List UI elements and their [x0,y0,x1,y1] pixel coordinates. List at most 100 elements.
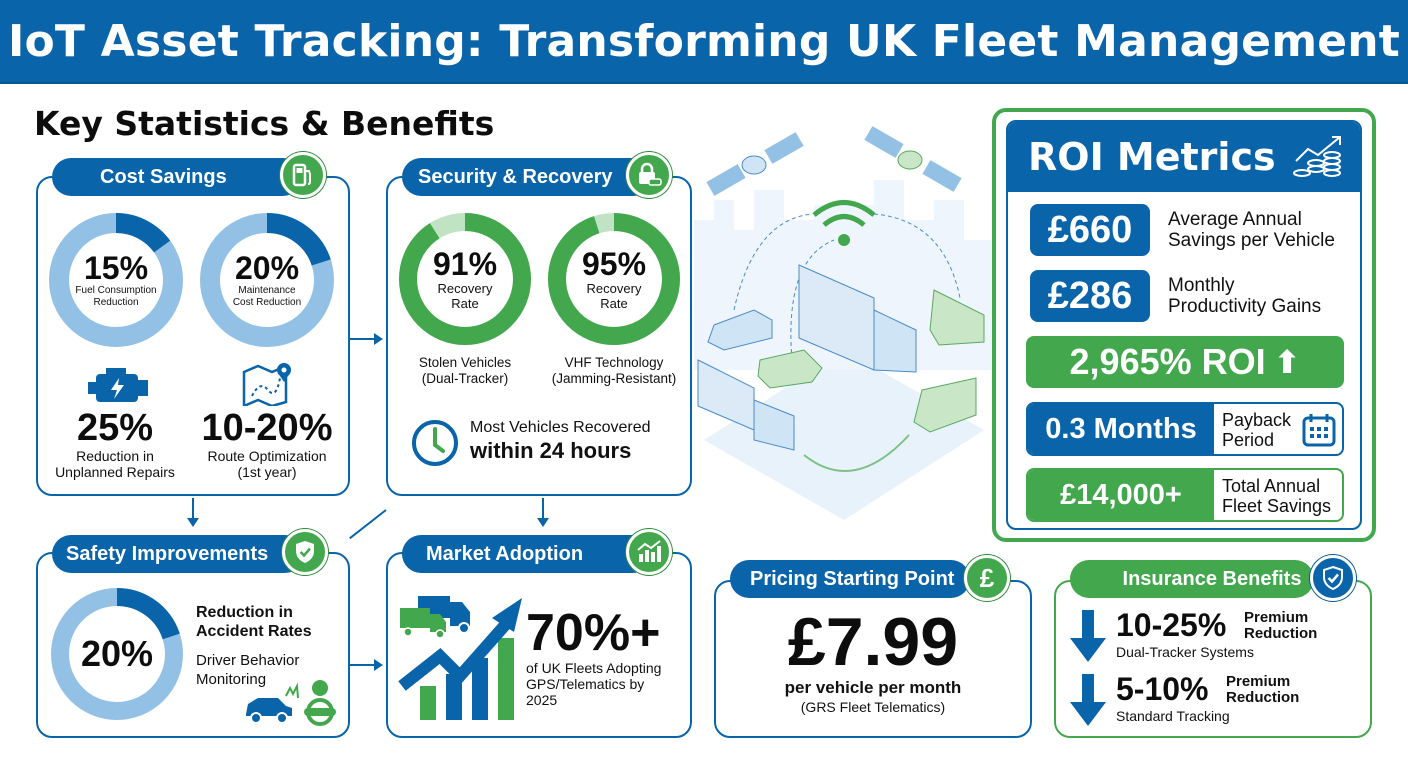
stolen-caption-1: Stolen Vehicles [418,355,512,370]
price-line-1: per vehicle per month [784,678,962,697]
satellite-icon [864,126,962,192]
arrow-up-icon: ⬆ [1273,344,1301,380]
market-desc-3: 2025 [526,692,558,708]
repairs-value: 25% [76,407,154,449]
arrow-down-icon [1070,610,1106,662]
roi-monthly-value: £286 [1030,270,1150,322]
arrow-right-icon [374,659,383,671]
roi-row: £660 Average Annual Savings per Vehicle [1030,204,1338,256]
safety-heading-2: Accident Rates [196,623,312,640]
pricing-card [714,580,1032,738]
stolen-label-2: Rate [451,296,479,311]
satellite-icon [706,132,804,196]
page-title: IoT Asset Tracking: Transforming UK Flee… [7,15,1401,67]
price-line-2: (GRS Fleet Telematics) [800,699,946,715]
shield-check-icon [1310,555,1356,601]
safety-sub-1: Driver Behavior [196,652,300,669]
fleet-savings-value: £14,000+ [1028,470,1214,520]
maintenance-label-2: Cost Reduction [232,297,302,308]
car-crash-icon [244,678,340,726]
security-title: Security & Recovery [418,165,613,188]
stolen-caption: Stolen Vehicles (Dual-Tracker) [398,355,532,387]
calendar-icon [1302,414,1336,447]
roi-title: ROI Metrics [1028,135,1276,179]
route-label-2: (1st year) [237,464,297,480]
clock-icon [410,418,460,468]
pound-icon: £ [964,555,1010,601]
insurance-label-1b: Reduction [1244,625,1318,642]
fleet-illustration [694,110,994,550]
recovery-line-2: within 24 hours [470,438,632,463]
vhf-label-2: Rate [600,296,628,311]
security-pill: Security & Recovery [402,158,652,196]
repairs-label-2: Unplanned Repairs [55,464,175,480]
roi-percentage-value: 2,965% ROI [1069,341,1266,382]
insurance-title: Insurance Benefits [1122,567,1302,590]
pricing-content: £7.99 per vehicle per month (GRS Fleet T… [714,606,1032,716]
insurance-label-2a: Premium [1226,673,1291,690]
map-pin-icon [240,360,296,408]
roi-percentage-banner: 2,965% ROI ⬆ [1026,336,1344,388]
maintenance-donut: 20% Maintenance Cost Reduction [199,212,335,348]
fuel-value: 15% [83,250,149,286]
roi-monthly-label-1: Monthly [1168,275,1235,296]
maintenance-label: Maintenance [238,285,296,296]
fleet-savings-row: £14,000+ Total Annual Fleet Savings [1026,468,1344,522]
pound-glyph: £ [979,562,995,593]
insurance-value-2: 5-10% [1116,671,1209,707]
safety-value: 20% [80,633,154,674]
market-pill: Market Adoption [402,535,652,573]
roi-avg-savings-value: £660 [1030,204,1150,256]
insurance-item: 10-25% Premium Reduction Dual-Tracker Sy… [1068,608,1358,668]
safety-pill: Safety Improvements [52,535,304,573]
connector-line [542,498,544,520]
insurance-item: 5-10% Premium Reduction Standard Trackin… [1068,672,1358,732]
fleet-savings-label-1: Total Annual [1222,476,1321,496]
safety-title: Safety Improvements [66,542,269,565]
cost-savings-pill: Cost Savings [52,158,302,196]
payback-label-2: Period [1222,430,1275,450]
payback-row: 0.3 Months Payback Period [1026,402,1344,456]
repairs-label: Reduction in [76,448,154,464]
connector-line [350,664,378,666]
arrow-down-icon [1070,674,1106,726]
roi-panel: ROI Metrics £660 Average Annual Savings … [1006,120,1362,530]
safety-heading-1: Reduction in [196,604,293,621]
insurance-label-2b: Reduction [1226,689,1300,706]
roi-header: ROI Metrics [1008,122,1360,192]
recovery-line-1: Most Vehicles Recovered [470,419,651,436]
vhf-caption: VHF Technology (Jamming-Resistant) [530,355,698,387]
header-banner: IoT Asset Tracking: Transforming UK Flee… [0,0,1408,84]
insurance-sub-1: Dual-Tracker Systems [1116,644,1254,660]
payback-value: 0.3 Months [1028,404,1214,454]
insurance-label-1a: Premium [1244,609,1309,626]
roi-avg-savings-label-2: Savings per Vehicle [1168,230,1335,251]
market-title: Market Adoption [426,542,584,565]
fuel-label-2: Reduction [93,297,139,308]
repairs-stat: 25% Reduction in Unplanned Repairs [40,408,190,480]
arrow-right-icon [374,333,383,345]
safety-donut: 20% [50,587,184,721]
connector-line [349,509,387,540]
price-value: £7.99 [787,604,959,680]
coins-growth-icon [1292,136,1341,177]
payback-label-1: Payback [1222,410,1292,430]
connector-line [192,498,194,520]
market-desc-1: of UK Fleets Adopting [526,660,662,676]
maintenance-value: 20% [234,250,300,286]
pricing-pill: Pricing Starting Point [730,560,970,598]
route-stat: 10-20% Route Optimization (1st year) [192,408,342,480]
market-desc-2: GPS/Telematics by [526,676,645,692]
market-value: 70%+ [526,604,661,662]
route-value: 10-20% [201,407,333,449]
lock-car-icon [626,152,672,198]
stolen-value: 91% [432,246,498,282]
market-stat: 70%+ of UK Fleets Adopting GPS/Telematic… [526,606,688,708]
route-label: Route Optimization [207,448,327,464]
fuel-label: Fuel Consumption [75,285,157,296]
fuel-pump-icon [280,152,326,198]
shield-check-icon [282,529,328,575]
recovery-note: Most Vehicles Recovered within 24 hours [470,418,690,464]
vhf-caption-1: VHF Technology [564,355,664,370]
roi-row: £286 Monthly Productivity Gains [1030,270,1338,322]
